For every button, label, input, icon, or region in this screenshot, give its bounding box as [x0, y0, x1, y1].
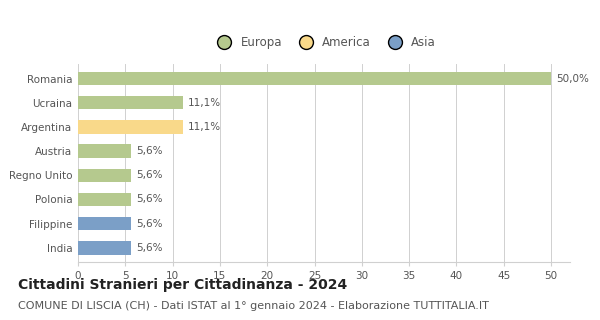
- Legend: Europa, America, Asia: Europa, America, Asia: [208, 32, 440, 54]
- Bar: [78, 72, 551, 85]
- Bar: [78, 217, 131, 230]
- Text: 5,6%: 5,6%: [136, 219, 162, 229]
- Bar: [78, 120, 183, 133]
- Bar: [78, 241, 131, 254]
- Text: 5,6%: 5,6%: [136, 243, 162, 253]
- Bar: [78, 169, 131, 182]
- Text: COMUNE DI LISCIA (CH) - Dati ISTAT al 1° gennaio 2024 - Elaborazione TUTTITALIA.: COMUNE DI LISCIA (CH) - Dati ISTAT al 1°…: [18, 301, 489, 311]
- Text: 5,6%: 5,6%: [136, 195, 162, 204]
- Text: 5,6%: 5,6%: [136, 170, 162, 180]
- Text: 50,0%: 50,0%: [556, 74, 589, 84]
- Bar: [78, 96, 183, 109]
- Text: 11,1%: 11,1%: [188, 122, 221, 132]
- Text: Cittadini Stranieri per Cittadinanza - 2024: Cittadini Stranieri per Cittadinanza - 2…: [18, 278, 347, 292]
- Bar: [78, 193, 131, 206]
- Text: 11,1%: 11,1%: [188, 98, 221, 108]
- Text: 5,6%: 5,6%: [136, 146, 162, 156]
- Bar: [78, 144, 131, 158]
